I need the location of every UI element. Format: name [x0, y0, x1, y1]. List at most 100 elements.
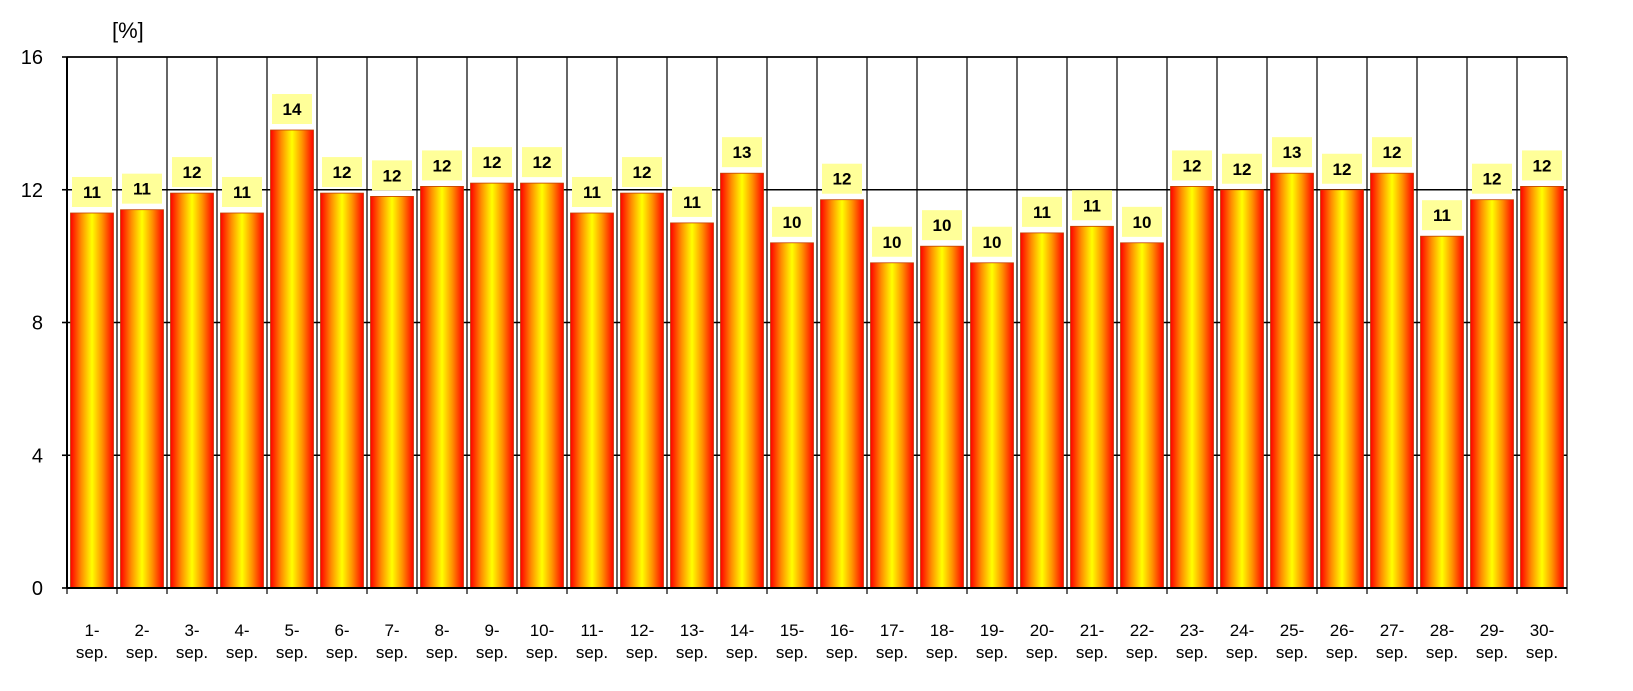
data-label-text: 11	[233, 183, 251, 202]
y-axis-tick-labels: 0 4 8 12 16	[21, 47, 43, 600]
data-label: 13	[1272, 137, 1312, 168]
data-label-text: 10	[883, 233, 902, 252]
data-label-text: 12	[1533, 156, 1552, 175]
x-tick-label: 4-sep.	[226, 621, 258, 662]
data-label-text: 10	[983, 233, 1002, 252]
bar	[1070, 225, 1114, 589]
data-label: 12	[1222, 153, 1262, 184]
x-tick-label: 29-sep.	[1476, 621, 1508, 662]
data-label-text: 12	[483, 153, 502, 172]
data-label-background	[1022, 196, 1062, 227]
x-tick-label: 15-sep.	[776, 621, 808, 662]
data-label-text: 10	[1133, 213, 1152, 232]
bar	[920, 245, 964, 589]
data-label-text: 12	[833, 170, 852, 189]
bar	[1520, 185, 1564, 589]
data-label-background	[1222, 153, 1262, 184]
bar	[1020, 232, 1064, 589]
data-label-background	[372, 160, 412, 191]
data-label: 11	[572, 176, 612, 207]
data-label: 10	[772, 206, 812, 237]
bar	[720, 172, 764, 589]
data-label-text: 12	[1233, 160, 1252, 179]
gridlines	[67, 56, 1567, 588]
data-label-background	[822, 163, 862, 194]
data-label: 10	[872, 226, 912, 257]
axes	[62, 56, 1568, 594]
data-label: 11	[672, 186, 712, 217]
data-label-background	[722, 137, 762, 168]
y-tick-label: 12	[21, 180, 43, 202]
bar	[670, 222, 714, 589]
data-label-text: 12	[433, 156, 452, 175]
x-tick-label: 16-sep.	[826, 621, 858, 662]
y-tick-label: 0	[32, 578, 43, 600]
data-label-background	[1372, 137, 1412, 168]
data-label: 12	[172, 157, 212, 188]
data-label: 12	[422, 150, 462, 181]
bar	[570, 212, 614, 589]
x-tick-label: 18-sep.	[926, 621, 958, 662]
data-label: 11	[222, 176, 262, 207]
bars	[70, 129, 1564, 589]
x-tick-label: 28-sep.	[1426, 621, 1458, 662]
bar	[1170, 185, 1214, 589]
data-label-text: 12	[1333, 160, 1352, 179]
x-tick-label: 3-sep.	[176, 621, 208, 662]
bar	[1120, 242, 1164, 589]
data-label: 10	[972, 226, 1012, 257]
data-label: 13	[722, 137, 762, 168]
data-label-background	[1522, 150, 1562, 181]
data-label: 12	[322, 157, 362, 188]
data-label-text: 11	[583, 183, 601, 202]
y-tick-label: 8	[32, 313, 43, 335]
data-label-background	[422, 150, 462, 181]
data-label-text: 11	[1033, 203, 1051, 222]
data-label-text: 12	[1483, 170, 1502, 189]
data-label: 11	[1022, 196, 1062, 227]
data-label-background	[772, 206, 812, 237]
x-tick-label: 7-sep.	[376, 621, 408, 662]
x-tick-label: 6-sep.	[326, 621, 358, 662]
data-label: 12	[822, 163, 862, 194]
data-label: 12	[472, 147, 512, 178]
data-label-background	[1122, 206, 1162, 237]
bar	[620, 192, 664, 589]
data-label-background	[1272, 137, 1312, 168]
x-tick-label: 23-sep.	[1176, 621, 1208, 662]
data-label-text: 11	[83, 183, 101, 202]
bar	[1270, 172, 1314, 589]
data-label: 12	[1172, 150, 1212, 181]
data-label-text: 13	[1283, 143, 1302, 162]
x-tick-label: 9-sep.	[476, 621, 508, 662]
data-label: 12	[372, 160, 412, 191]
bar	[70, 212, 114, 589]
y-tick-label: 4	[32, 445, 43, 467]
x-tick-label: 20-sep.	[1026, 621, 1058, 662]
bar	[120, 209, 164, 589]
data-label-background	[522, 147, 562, 178]
data-label-background	[1472, 163, 1512, 194]
y-tick-label: 16	[21, 47, 43, 69]
data-label: 11	[72, 176, 112, 207]
bar	[1420, 235, 1464, 589]
bar	[770, 242, 814, 589]
data-label-background	[172, 157, 212, 188]
bar	[370, 195, 414, 589]
data-label: 10	[1122, 206, 1162, 237]
x-tick-label: 2-sep.	[126, 621, 158, 662]
data-label: 12	[622, 157, 662, 188]
data-label-background	[222, 176, 262, 207]
x-tick-label: 25-sep.	[1276, 621, 1308, 662]
data-label: 12	[1472, 163, 1512, 194]
data-label-background	[122, 173, 162, 204]
data-label: 12	[1522, 150, 1562, 181]
data-label: 11	[1072, 190, 1112, 221]
x-tick-label: 17-sep.	[876, 621, 908, 662]
data-label-background	[72, 176, 112, 207]
data-label-background	[972, 226, 1012, 257]
data-label-text: 11	[1083, 196, 1101, 215]
data-label-text: 14	[283, 100, 302, 119]
data-label: 12	[1322, 153, 1362, 184]
